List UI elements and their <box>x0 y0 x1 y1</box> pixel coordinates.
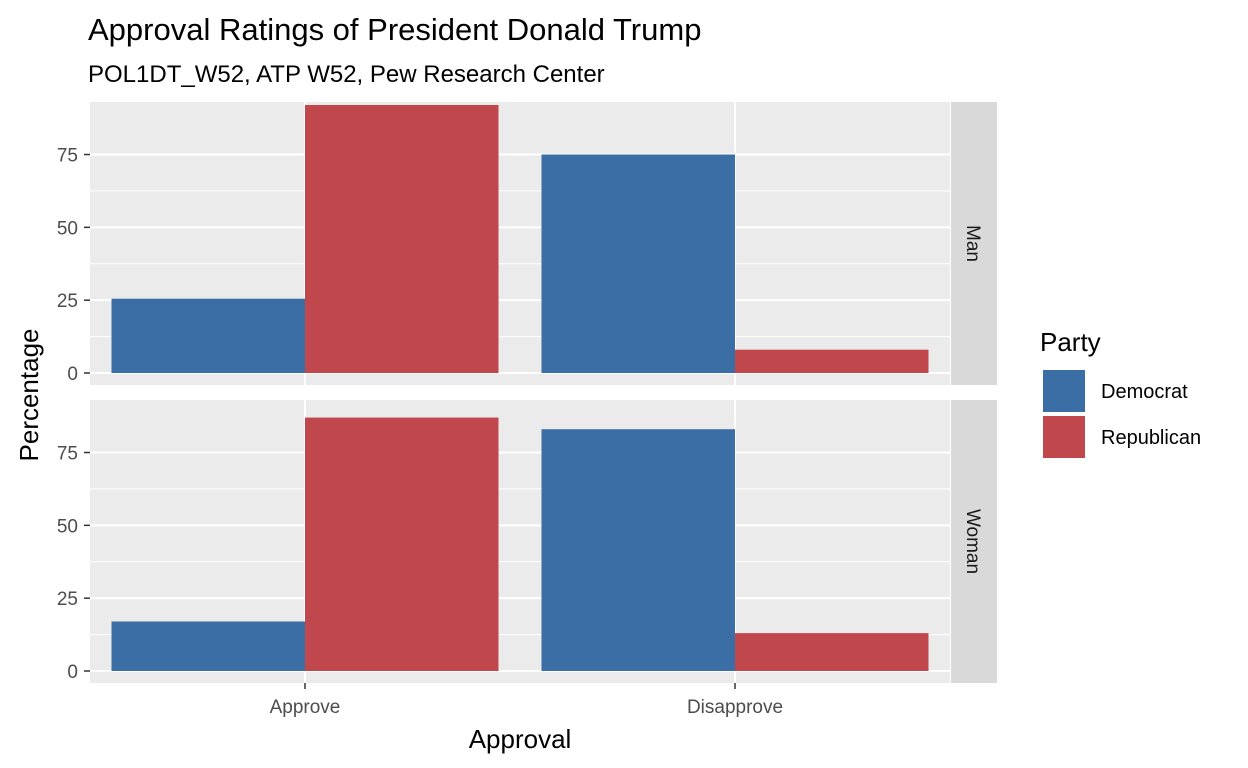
legend-key-democrat <box>1041 368 1087 414</box>
y-tick-label: 0 <box>67 662 78 683</box>
facet-strip <box>951 102 997 385</box>
facet-strip <box>951 400 997 683</box>
bar-republican-disapprove <box>735 349 929 373</box>
bar-democrat-approve <box>111 298 305 373</box>
bar-republican-approve <box>305 105 499 373</box>
facet-strip-label: Man <box>962 225 983 262</box>
legend-label-republican: Republican <box>1101 427 1201 449</box>
legend-key-republican <box>1041 414 1087 460</box>
y-tick-label: 75 <box>57 444 78 465</box>
y-tick-label: 25 <box>57 291 78 312</box>
y-tick-label: 25 <box>57 589 78 610</box>
y-axis-title: Percentage <box>14 329 44 462</box>
y-tick-label: 50 <box>57 218 78 239</box>
chart-title: Approval Ratings of President Donald Tru… <box>88 12 701 47</box>
bar-democrat-disapprove <box>541 429 735 671</box>
bar-democrat-approve <box>111 621 305 671</box>
legend-label-democrat: Democrat <box>1101 381 1188 403</box>
facet-panels: 0 25 50 75 Man 0 25 50 75 Woman <box>57 102 997 683</box>
bar-democrat-disapprove <box>541 154 735 373</box>
y-tick-label: 75 <box>57 146 78 167</box>
chart-subtitle: POL1DT_W52, ATP W52, Pew Research Center <box>88 61 605 88</box>
facet-strip-label: Woman <box>962 509 983 574</box>
legend-title: Party <box>1040 327 1101 357</box>
x-axis-title: Approval <box>469 724 572 754</box>
y-tick-label: 50 <box>57 516 78 537</box>
bar-republican-approve <box>305 417 499 671</box>
y-tick-label: 0 <box>67 364 78 385</box>
legend: Party Democrat Republican <box>1040 327 1201 460</box>
x-tick-label: Disapprove <box>687 697 783 718</box>
x-axis-ticks: Approve Disapprove <box>270 683 783 718</box>
facet-panel-woman: 0 25 50 75 Woman <box>57 400 997 683</box>
x-tick-label: Approve <box>270 697 341 718</box>
facet-panel-man: 0 25 50 75 Man <box>57 102 997 385</box>
bar-republican-disapprove <box>735 633 929 671</box>
